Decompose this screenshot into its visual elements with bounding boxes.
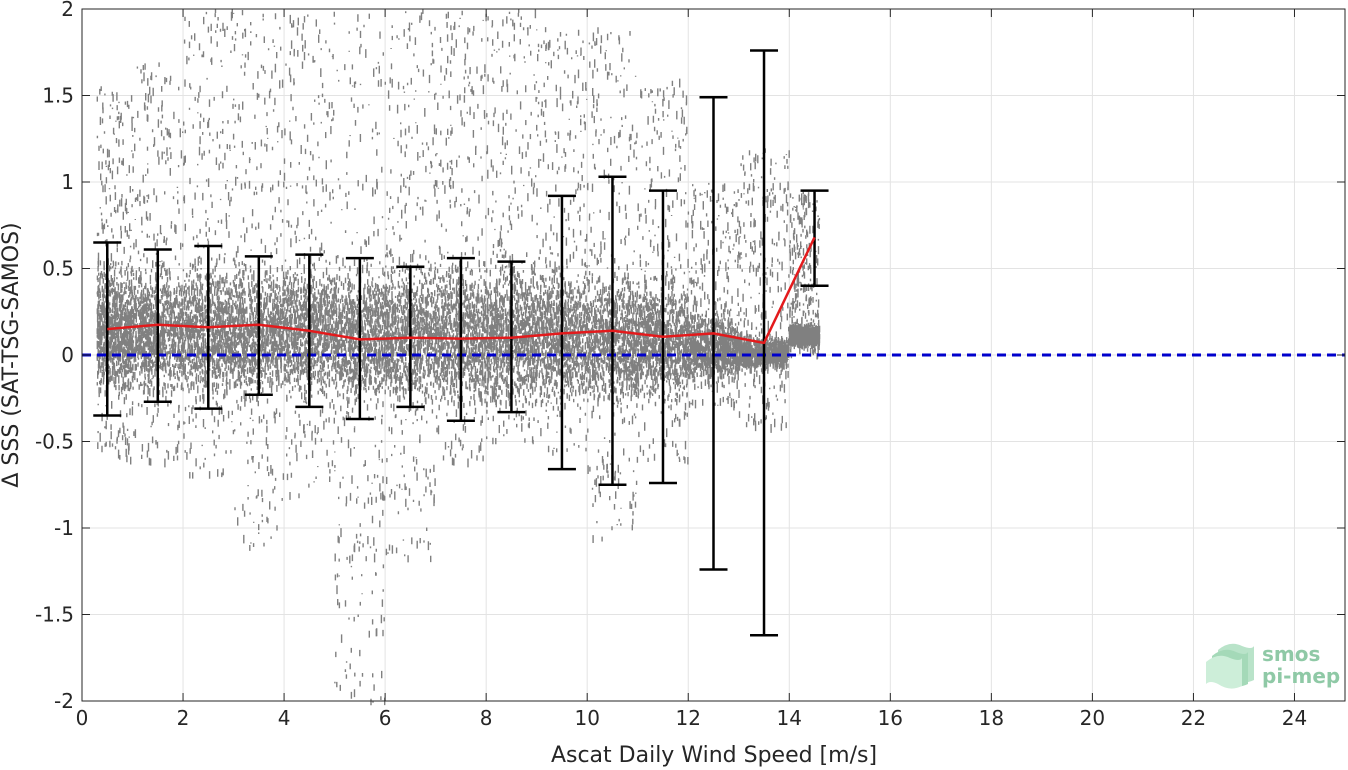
x-tick-label: 0 bbox=[76, 706, 89, 730]
y-tick-label: 0 bbox=[61, 343, 74, 367]
y-tick-label: -1.5 bbox=[35, 603, 74, 627]
x-tick-label: 8 bbox=[480, 706, 493, 730]
x-tick-label: 16 bbox=[878, 706, 903, 730]
y-tick-label: 1 bbox=[61, 170, 74, 194]
x-tick-label: 18 bbox=[979, 706, 1004, 730]
logo-wave-front bbox=[1206, 655, 1242, 689]
x-tick-label: 2 bbox=[177, 706, 190, 730]
y-tick-label: -1 bbox=[54, 516, 74, 540]
y-tick-label: 2 bbox=[61, 0, 74, 21]
x-tick-label: 14 bbox=[777, 706, 802, 730]
logo-line-1: smos bbox=[1262, 642, 1320, 666]
y-tick-label: 0.5 bbox=[42, 257, 74, 281]
mean-line bbox=[107, 236, 816, 345]
y-axis-title: Δ SSS (SAT-TSG-SAMOS) bbox=[0, 222, 24, 487]
x-tick-label: 12 bbox=[676, 706, 701, 730]
x-tick-label: 24 bbox=[1282, 706, 1307, 730]
y-tick-label: -2 bbox=[54, 689, 74, 713]
x-tick-label: 20 bbox=[1080, 706, 1105, 730]
y-tick-label: -0.5 bbox=[35, 430, 74, 454]
x-tick-label: 6 bbox=[379, 706, 392, 730]
x-tick-label: 4 bbox=[278, 706, 291, 730]
logo-line-2: pi-mep bbox=[1262, 664, 1340, 688]
x-tick-label: 10 bbox=[574, 706, 599, 730]
smos-pi-mep-logo: smos pi-mep bbox=[1206, 642, 1340, 689]
y-tick-label: 1.5 bbox=[42, 84, 74, 108]
x-tick-label: 22 bbox=[1181, 706, 1206, 730]
ticks: 0 2 4 6 8 10 12 14 16 18 20 22 24-2-1.5-1-0.500.511.… bbox=[35, 0, 1345, 730]
x-axis-title: Ascat Daily Wind Speed [m/s] bbox=[551, 743, 877, 768]
